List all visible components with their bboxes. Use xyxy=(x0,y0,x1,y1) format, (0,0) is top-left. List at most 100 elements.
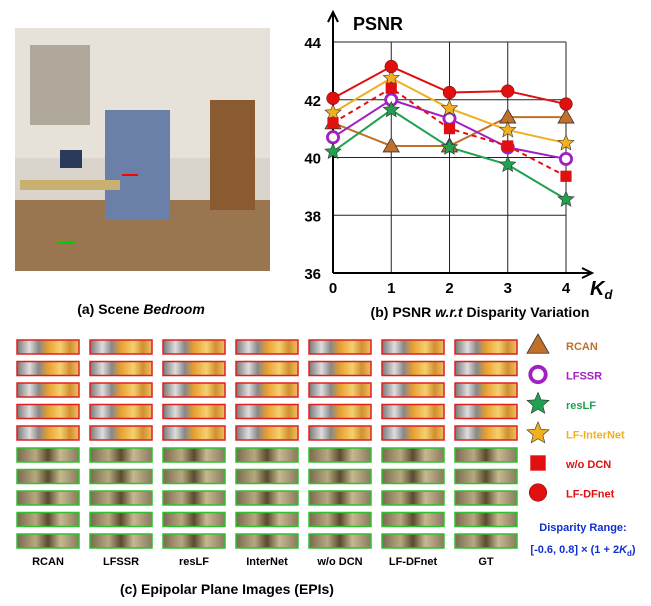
epi-label: RCAN xyxy=(32,556,64,568)
disparity-range: [-0.6, 0.8] × (1 + 2Kd) xyxy=(530,544,636,558)
epi-tile xyxy=(90,426,152,440)
epi-tile xyxy=(236,340,298,354)
epi-tile xyxy=(309,491,371,505)
epi-tile xyxy=(163,491,225,505)
data-point xyxy=(502,140,513,151)
x-tick-label: 1 xyxy=(387,280,395,297)
epi-tile xyxy=(455,513,517,527)
epi-label: w/o DCN xyxy=(316,556,362,568)
data-point xyxy=(560,171,571,182)
epi-tile xyxy=(17,513,79,527)
data-point xyxy=(560,98,573,111)
x-tick-label: 3 xyxy=(504,280,512,297)
epi-tile xyxy=(17,470,79,484)
data-point xyxy=(501,85,514,98)
epi-tile xyxy=(17,448,79,462)
data-point xyxy=(444,123,455,134)
epi-tile xyxy=(90,534,152,548)
data-point xyxy=(327,132,338,143)
x-axis-label: Kd xyxy=(590,278,613,302)
epi-tile xyxy=(382,491,444,505)
epi-tile xyxy=(236,513,298,527)
figure: 363840424401234PSNRKdRCANLFSSRresLFLF-In… xyxy=(0,0,651,601)
y-tick-label: 42 xyxy=(304,93,321,110)
caption: (b) PSNR w.r.t Disparity Variation xyxy=(371,304,590,320)
epi-tile xyxy=(236,470,298,484)
x-tick-label: 0 xyxy=(329,280,337,297)
epi-label: InterNet xyxy=(246,556,288,568)
legend-label: resLF xyxy=(566,400,596,412)
epi-tile xyxy=(382,405,444,419)
text-part: d xyxy=(604,287,613,302)
epi-tile xyxy=(90,513,152,527)
epi-tile xyxy=(455,534,517,548)
epi-tile xyxy=(17,405,79,419)
epi-tile xyxy=(17,426,79,440)
epi-tile xyxy=(236,362,298,376)
epi-tile xyxy=(163,513,225,527)
epi-tile xyxy=(236,448,298,462)
epi-tile xyxy=(382,340,444,354)
epi-tile xyxy=(382,513,444,527)
epi-tile xyxy=(309,534,371,548)
epi-tile xyxy=(90,491,152,505)
epi-tile xyxy=(455,426,517,440)
y-tick-label: 36 xyxy=(304,266,321,283)
epi-tile xyxy=(455,383,517,397)
legend-marker xyxy=(527,334,549,353)
epi-tile xyxy=(17,340,79,354)
epi-tile xyxy=(455,340,517,354)
text-part: [-0.6, 0.8] × (1 + 2 xyxy=(530,544,619,556)
epi-tile xyxy=(90,405,152,419)
epi-tile xyxy=(163,340,225,354)
data-point xyxy=(443,86,456,99)
epi-tile xyxy=(17,383,79,397)
epi-tile xyxy=(309,513,371,527)
epi-tile xyxy=(163,405,225,419)
epi-tile xyxy=(236,405,298,419)
epi-label: LFSSR xyxy=(103,556,139,568)
epi-tile xyxy=(163,448,225,462)
epi-tile xyxy=(17,491,79,505)
legend-marker xyxy=(530,455,545,470)
axis xyxy=(328,12,592,278)
epi-tile xyxy=(90,362,152,376)
epi-tile xyxy=(163,534,225,548)
epi-tile xyxy=(163,470,225,484)
epi-tile xyxy=(455,491,517,505)
y-tick-label: 44 xyxy=(304,35,321,52)
caption: (a) Scene Bedroom xyxy=(77,301,205,317)
legend-label: LFSSR xyxy=(566,371,602,383)
epi-label: resLF xyxy=(179,556,209,568)
epi-tile xyxy=(455,362,517,376)
epi-tile xyxy=(17,534,79,548)
legend-label: RCAN xyxy=(566,341,598,353)
epi-tile xyxy=(236,383,298,397)
epi-label: LF-DFnet xyxy=(389,556,438,568)
epi-tile xyxy=(382,426,444,440)
legend-label: w/o DCN xyxy=(565,459,611,471)
epi-tile xyxy=(17,362,79,376)
text-part: ) xyxy=(632,544,636,556)
legend-marker xyxy=(527,422,549,443)
epi-tile xyxy=(236,491,298,505)
text-part: (b) PSNR xyxy=(371,304,436,320)
data-point xyxy=(327,117,338,128)
y-tick-label: 40 xyxy=(304,151,321,168)
epi-tile xyxy=(90,340,152,354)
data-point xyxy=(560,153,571,164)
data-point xyxy=(386,83,397,94)
y-tick-label: 38 xyxy=(304,208,321,225)
scene-photo xyxy=(15,28,270,271)
data-point xyxy=(327,92,340,105)
epi-tile xyxy=(309,362,371,376)
disparity-title: Disparity Range: xyxy=(539,522,626,534)
legend-label: LF-InterNet xyxy=(566,430,625,442)
epi-tile xyxy=(309,470,371,484)
text-part: w.r.t xyxy=(435,304,464,320)
legend-label: LF-DFnet xyxy=(566,489,615,501)
epi-tile xyxy=(309,383,371,397)
epi-tile xyxy=(309,405,371,419)
x-tick-label: 4 xyxy=(562,280,571,297)
legend-marker xyxy=(530,367,545,382)
